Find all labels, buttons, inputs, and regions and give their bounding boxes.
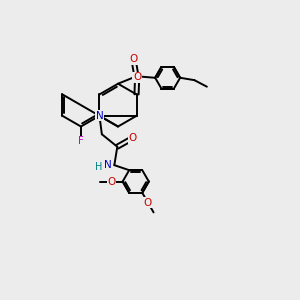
- Text: O: O: [107, 176, 116, 187]
- Text: H: H: [95, 162, 103, 172]
- Text: O: O: [144, 198, 152, 208]
- Text: O: O: [128, 134, 136, 143]
- Text: F: F: [78, 136, 84, 146]
- Text: N: N: [96, 111, 103, 121]
- Text: O: O: [133, 72, 141, 82]
- Text: O: O: [129, 54, 138, 64]
- Text: N: N: [103, 160, 111, 170]
